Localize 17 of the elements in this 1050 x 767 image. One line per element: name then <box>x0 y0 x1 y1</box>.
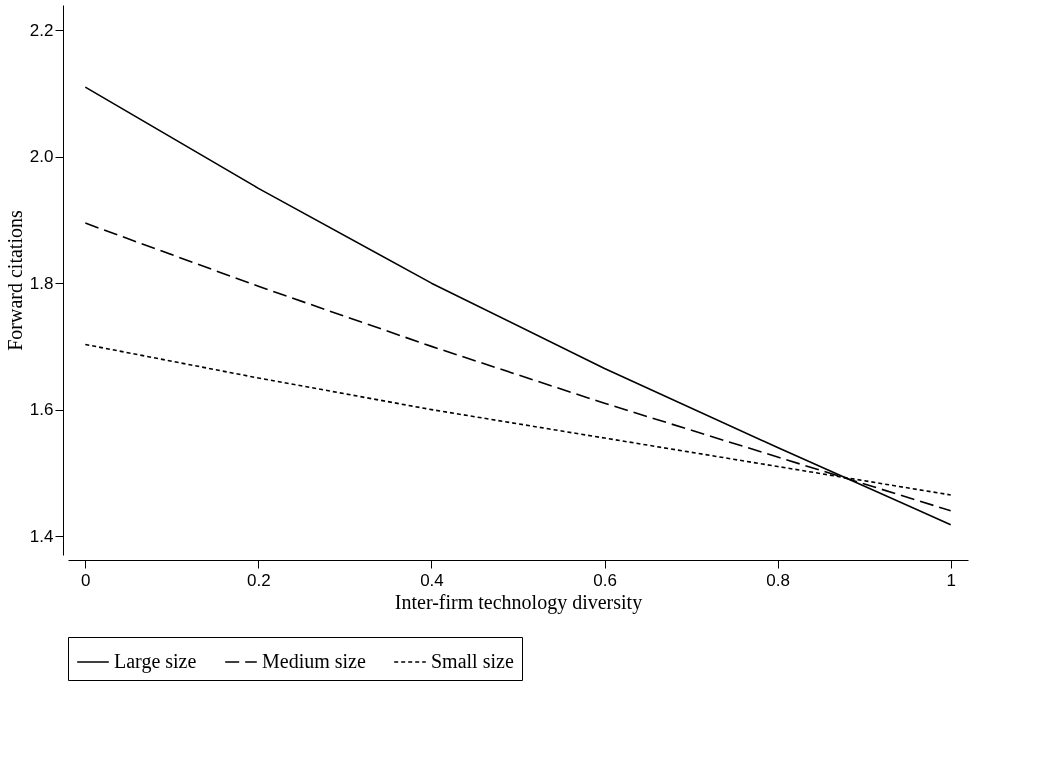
legend-label: Large size <box>114 650 197 673</box>
x-tick-label: 0.2 <box>247 570 271 590</box>
y-tick-label: 2.0 <box>29 147 54 167</box>
y-tick-label: 2.2 <box>29 20 54 40</box>
x-tick-label: 0 <box>81 570 91 590</box>
line-series <box>84 86 952 526</box>
legend-label: Medium size <box>262 650 366 672</box>
y-axis-title: Forward citations <box>3 210 26 351</box>
x-axis-title: Inter-firm technology diversity <box>394 590 643 614</box>
y-tick-label: 1.4 <box>29 526 54 546</box>
x-tick-label: 0.4 <box>420 570 444 590</box>
x-tick-label: 0.6 <box>593 570 617 590</box>
x-tick-label: 0.8 <box>766 570 790 590</box>
legend-label: Small size <box>431 650 514 672</box>
y-tick-label: 1.8 <box>29 273 54 293</box>
y-tick-label: 1.6 <box>29 400 54 420</box>
x-tick-label: 1 <box>946 570 956 590</box>
